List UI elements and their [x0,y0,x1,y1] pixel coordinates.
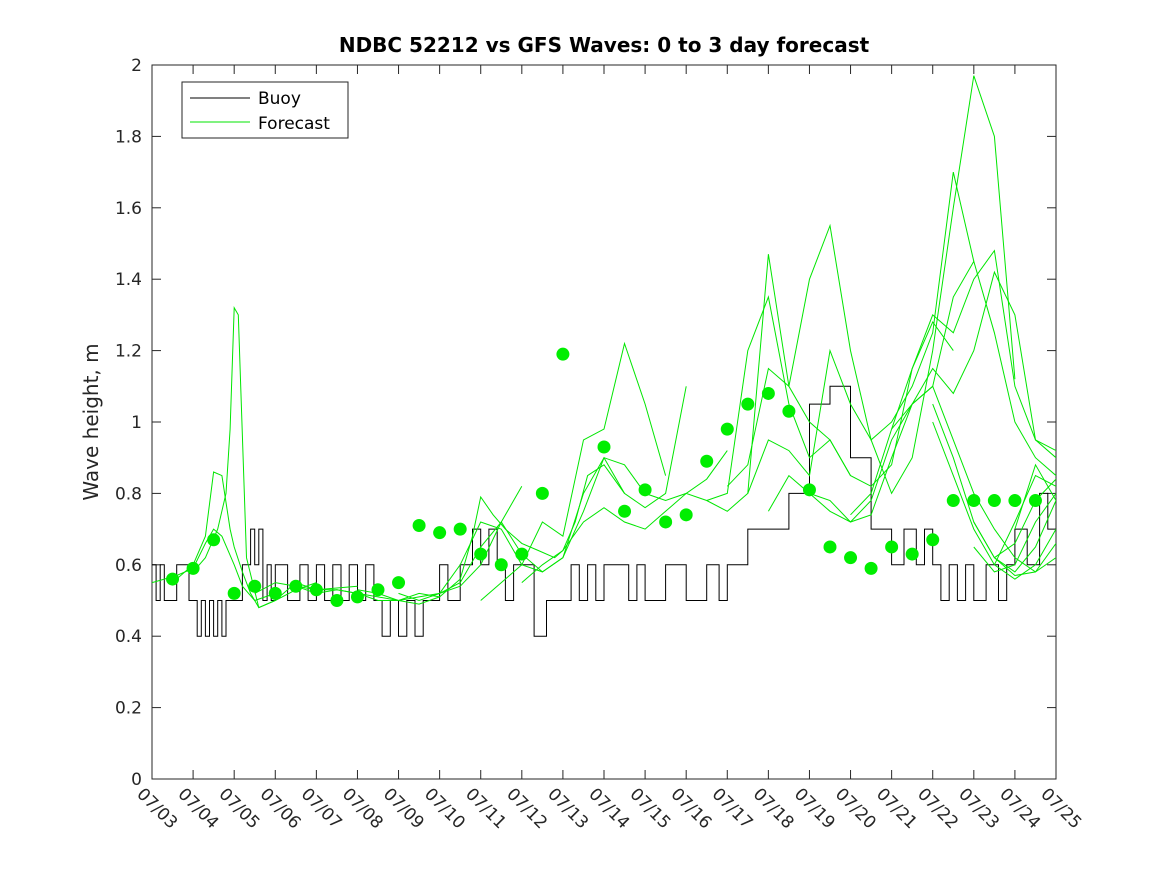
chart-svg: NDBC 52212 vs GFS Waves: 0 to 3 day fore… [0,0,1167,875]
y-tick-label: 0 [131,770,142,790]
chart-title: NDBC 52212 vs GFS Waves: 0 to 3 day fore… [339,33,870,57]
axes-box [152,65,1056,779]
forecast-marker [207,533,220,546]
y-tick-label: 2 [131,56,142,76]
forecast-marker [988,494,1001,507]
forecast-marker [269,587,282,600]
y-tick-label: 1.8 [115,127,142,147]
plot-area: 00.20.40.60.811.21.41.61.8207/0307/0407/… [115,56,1085,833]
y-tick-label: 0.8 [115,484,142,504]
forecast-marker [926,533,939,546]
chart-container: NDBC 52212 vs GFS Waves: 0 to 3 day fore… [0,0,1167,875]
forecast-marker [536,487,549,500]
forecast-marker [844,551,857,564]
forecast-marker [803,483,816,496]
forecast-marker [1008,494,1021,507]
y-tick-label: 0.4 [115,627,142,647]
forecast-marker [556,348,569,361]
forecast-marker [659,515,672,528]
forecast-marker [762,387,775,400]
forecast-marker [392,576,405,589]
y-tick-label: 1.4 [115,270,142,290]
forecast-marker [598,440,611,453]
forecast-marker [289,580,302,593]
y-tick-label: 1.6 [115,199,142,219]
forecast-marker [166,573,179,586]
forecast-marker [330,594,343,607]
forecast-marker [474,548,487,561]
y-tick-label: 0.6 [115,556,142,576]
y-tick-label: 0.2 [115,699,142,719]
y-tick-label: 1.2 [115,342,142,362]
forecast-marker [372,583,385,596]
forecast-marker [741,398,754,411]
forecast-marker [248,580,261,593]
forecast-marker [515,548,528,561]
forecast-marker [351,590,364,603]
forecast-marker [947,494,960,507]
y-tick-label: 1 [131,413,142,433]
legend-forecast-label: Forecast [258,114,330,134]
forecast-marker [413,519,426,532]
forecast-marker [454,523,467,536]
forecast-marker [495,558,508,571]
forecast-marker [824,540,837,553]
forecast-marker [700,455,713,468]
forecast-marker [967,494,980,507]
forecast-marker [228,587,241,600]
forecast-marker [310,583,323,596]
y-axis-label: Wave height, m [79,343,103,500]
legend-buoy-label: Buoy [258,89,301,109]
forecast-marker [865,562,878,575]
forecast-marker [721,423,734,436]
forecast-marker [680,508,693,521]
forecast-marker [187,562,200,575]
forecast-marker [782,405,795,418]
forecast-marker [433,526,446,539]
forecast-marker [639,483,652,496]
legend: Buoy Forecast [182,82,348,138]
forecast-marker [885,540,898,553]
forecast-marker [1029,494,1042,507]
forecast-marker [906,548,919,561]
forecast-marker [618,505,631,518]
